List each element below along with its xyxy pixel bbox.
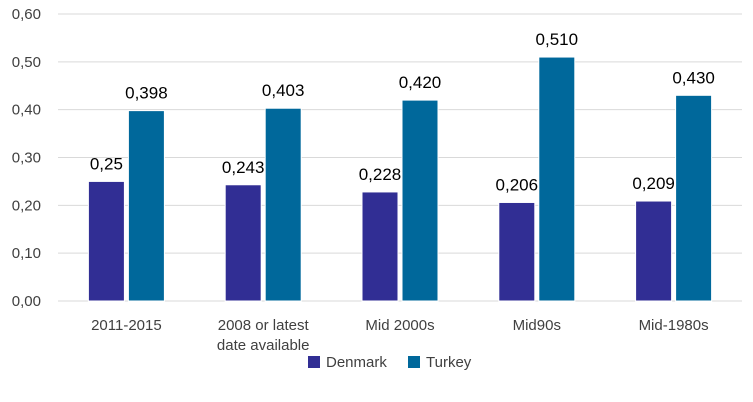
x-category-label: 2008 or latest (218, 317, 310, 334)
data-label: 0,403 (262, 81, 305, 100)
x-category-label: date available (217, 337, 310, 354)
x-category-label: Mid 2000s (365, 317, 434, 334)
bar-turkey (675, 94, 713, 302)
bars (87, 56, 713, 302)
data-label: 0,510 (536, 30, 579, 49)
data-label: 0,243 (222, 158, 265, 177)
legend: Denmark Turkey (308, 354, 472, 371)
data-label: 0,420 (399, 73, 442, 92)
y-tick-label: 0,20 (12, 197, 41, 214)
y-tick-label: 0,30 (12, 150, 41, 167)
y-axis-tick-labels: 0,00 0,10 0,20 0,30 0,40 0,50 0,60 (12, 6, 41, 310)
data-label: 0,398 (125, 84, 168, 103)
data-label: 0,430 (672, 68, 715, 87)
x-category-label: 2011-2015 (91, 317, 162, 334)
bar-denmark (635, 200, 673, 302)
data-labels: 0,25 0,398 0,243 0,403 0,228 0,420 0,206 0,510 0… (90, 30, 715, 194)
bar-turkey (538, 56, 576, 302)
category-axis-labels: 2011-2015 2008 or latest date available Mid… (91, 317, 709, 354)
x-category-label: Mid-1980s (639, 317, 709, 334)
data-label: 0,228 (359, 165, 402, 184)
bar-denmark (361, 191, 399, 302)
gridlines (58, 13, 742, 302)
bar-turkey (401, 99, 439, 302)
y-tick-label: 0,40 (12, 102, 41, 119)
bar-turkey (127, 110, 165, 302)
legend-swatch-turkey (408, 356, 420, 368)
data-label: 0,209 (632, 174, 675, 193)
bar-denmark (87, 180, 125, 302)
data-label: 0,206 (496, 175, 539, 194)
y-tick-label: 0,10 (12, 245, 41, 262)
legend-swatch-denmark (308, 356, 320, 368)
y-tick-label: 0,50 (12, 54, 41, 71)
y-tick-label: 0,00 (12, 293, 41, 310)
bar-denmark (498, 201, 536, 302)
data-label: 0,25 (90, 154, 123, 173)
y-tick-label: 0,60 (12, 6, 41, 23)
x-category-label: Mid90s (513, 317, 561, 334)
legend-label: Turkey (426, 354, 472, 371)
legend-label: Denmark (326, 354, 387, 371)
bar-denmark (224, 184, 262, 302)
bar-turkey (264, 107, 302, 302)
